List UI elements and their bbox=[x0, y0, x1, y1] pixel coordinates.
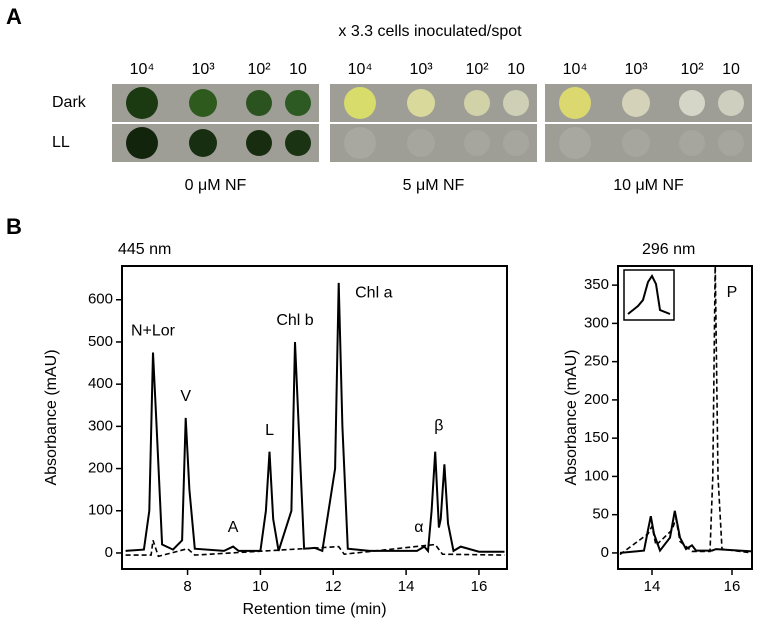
x-tick-label: 16 bbox=[724, 578, 741, 595]
panel-label: A bbox=[6, 4, 22, 29]
spot bbox=[344, 87, 376, 119]
x-tick-label: 10 bbox=[252, 578, 269, 595]
trace bbox=[619, 510, 752, 554]
column-label: 10⁴ bbox=[130, 61, 155, 78]
peak-label: V bbox=[180, 388, 191, 405]
spot bbox=[559, 87, 591, 119]
plates bbox=[112, 84, 752, 162]
column-label: 10² bbox=[465, 61, 489, 78]
y-axis-label: Absorbance (mAU) bbox=[43, 349, 60, 485]
spot bbox=[559, 127, 591, 159]
trace bbox=[619, 266, 752, 556]
column-label: 10³ bbox=[409, 61, 433, 78]
y-tick-label: 400 bbox=[88, 375, 113, 392]
peak-label: L bbox=[265, 422, 274, 439]
peak-label: N+Lor bbox=[131, 323, 176, 340]
x-tick-label: 12 bbox=[325, 578, 342, 595]
column-label: 10³ bbox=[624, 61, 648, 78]
chart-title: 445 nm bbox=[118, 241, 171, 258]
inset bbox=[623, 269, 675, 321]
y-tick-label: 0 bbox=[105, 544, 113, 561]
spot bbox=[503, 90, 529, 116]
spot bbox=[622, 89, 650, 117]
panel-title: x 3.3 cells inoculated/spot bbox=[338, 23, 522, 40]
y-tick-label: 250 bbox=[584, 353, 609, 370]
plot-area bbox=[125, 282, 505, 558]
peak-label: β bbox=[434, 418, 443, 435]
spot bbox=[126, 127, 158, 159]
spot bbox=[126, 87, 158, 119]
column-label: 10 bbox=[289, 61, 307, 78]
column-label: 10 bbox=[507, 61, 525, 78]
x-tick-label: 14 bbox=[398, 578, 415, 595]
plot-frame bbox=[617, 265, 753, 570]
x-tick-label: 14 bbox=[644, 578, 661, 595]
panel-label: B bbox=[6, 214, 22, 239]
spot bbox=[503, 130, 529, 156]
trace bbox=[125, 540, 505, 558]
column-label: 10³ bbox=[191, 61, 215, 78]
y-tick-label: 300 bbox=[88, 417, 113, 434]
y-tick-label: 150 bbox=[584, 429, 609, 446]
x-tick-label: 8 bbox=[183, 578, 191, 595]
spot bbox=[718, 130, 744, 156]
chart-title: 296 nm bbox=[642, 241, 695, 258]
row-label: LL bbox=[52, 134, 70, 151]
x-axis-label: Retention time (min) bbox=[242, 601, 386, 618]
spot bbox=[718, 90, 744, 116]
y-tick-label: 200 bbox=[88, 460, 113, 477]
spot bbox=[679, 90, 705, 116]
y-tick-label: 350 bbox=[584, 276, 609, 293]
spot bbox=[285, 90, 311, 116]
peak-label: α bbox=[414, 519, 423, 536]
spot bbox=[464, 130, 490, 156]
x-tick-label: 16 bbox=[471, 578, 488, 595]
peak-label: A bbox=[228, 519, 239, 536]
condition-label: 5 μM NF bbox=[403, 177, 465, 194]
y-tick-label: 0 bbox=[601, 544, 609, 561]
spot bbox=[679, 130, 705, 156]
peak-label: P bbox=[727, 284, 738, 301]
condition-label: 0 μM NF bbox=[185, 177, 247, 194]
plot-frame bbox=[121, 265, 508, 570]
y-axis-label: Absorbance (mAU) bbox=[563, 349, 580, 485]
column-label: 10 bbox=[722, 61, 740, 78]
spot bbox=[189, 89, 217, 117]
y-tick-label: 50 bbox=[592, 506, 609, 523]
column-label: 10² bbox=[247, 61, 271, 78]
spot bbox=[246, 130, 272, 156]
peak-label: Chl a bbox=[355, 285, 392, 302]
trace bbox=[125, 282, 505, 554]
spot bbox=[407, 129, 435, 157]
spot bbox=[622, 129, 650, 157]
y-tick-label: 100 bbox=[584, 467, 609, 484]
y-tick-label: 500 bbox=[88, 333, 113, 350]
row-label: Dark bbox=[52, 94, 87, 111]
column-label: 10⁴ bbox=[348, 61, 373, 78]
condition-label: 10 μM NF bbox=[613, 177, 684, 194]
spot bbox=[285, 130, 311, 156]
column-label: 10⁴ bbox=[563, 61, 588, 78]
spot bbox=[246, 90, 272, 116]
y-tick-label: 100 bbox=[88, 502, 113, 519]
y-tick-label: 200 bbox=[584, 391, 609, 408]
spot bbox=[407, 89, 435, 117]
column-label: 10² bbox=[680, 61, 704, 78]
y-tick-label: 600 bbox=[88, 291, 113, 308]
y-tick-label: 300 bbox=[584, 314, 609, 331]
spot bbox=[464, 90, 490, 116]
peak-label: Chl b bbox=[276, 312, 313, 329]
spot bbox=[189, 129, 217, 157]
plot-area bbox=[619, 266, 752, 556]
spot bbox=[344, 127, 376, 159]
